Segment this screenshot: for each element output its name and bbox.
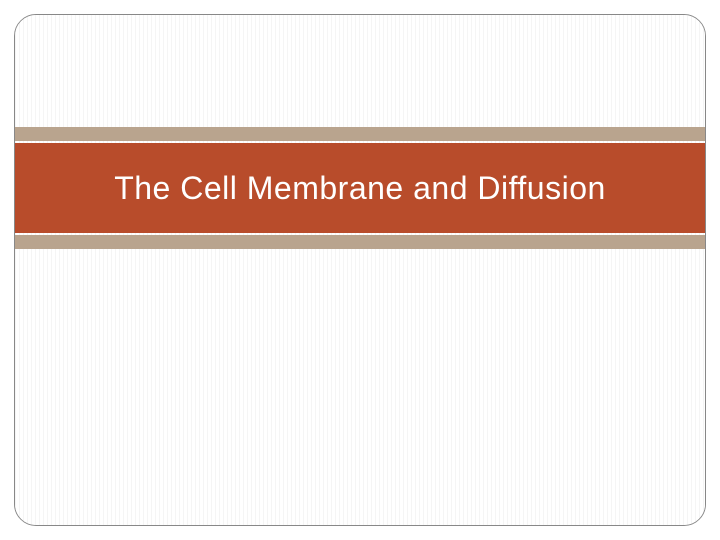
background-stripes: [15, 15, 705, 525]
title-banner: The Cell Membrane and Diffusion: [15, 143, 705, 233]
slide-title: The Cell Membrane and Diffusion: [114, 170, 606, 207]
slide-frame: The Cell Membrane and Diffusion: [14, 14, 706, 526]
accent-bar-top: [15, 127, 705, 141]
accent-bar-bottom: [15, 235, 705, 249]
